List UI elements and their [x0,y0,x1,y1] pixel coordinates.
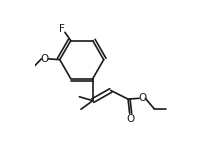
Text: O: O [41,54,49,64]
Text: O: O [126,114,135,124]
Text: O: O [138,93,146,103]
Text: F: F [59,24,65,34]
